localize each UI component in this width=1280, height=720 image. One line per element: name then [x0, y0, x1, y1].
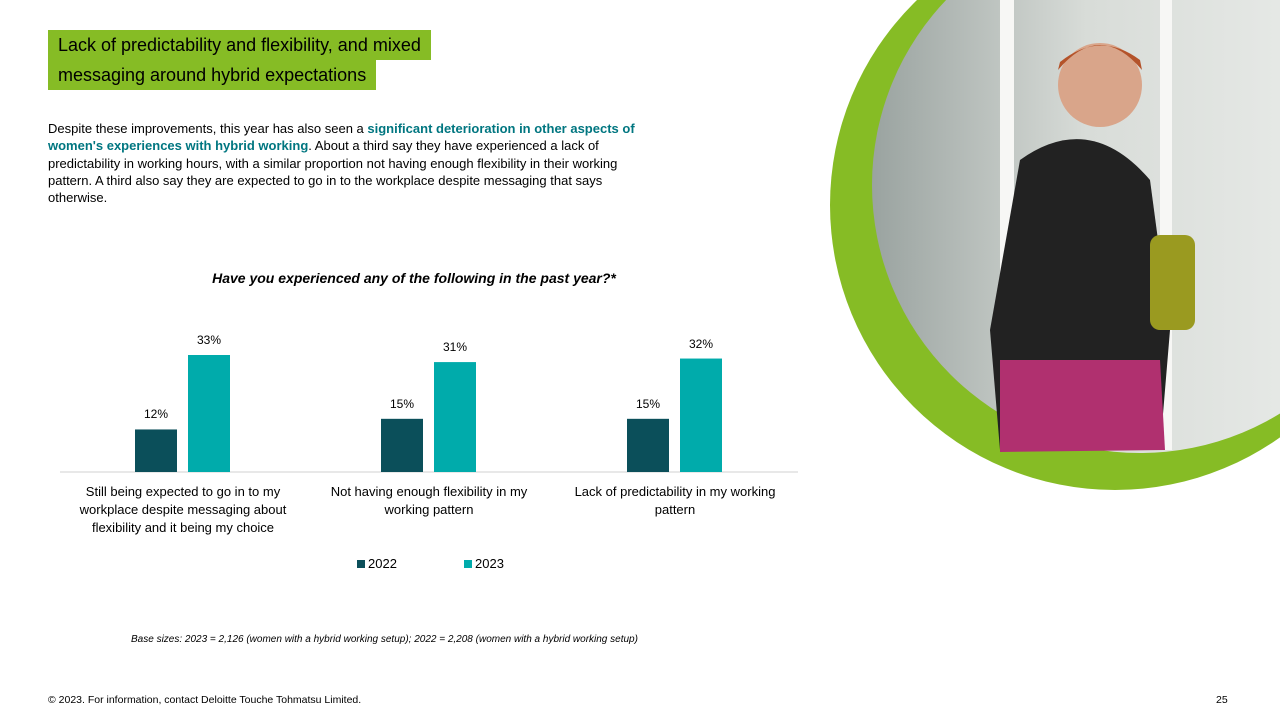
value-label: 15% — [389, 396, 415, 411]
value-label: 32% — [688, 336, 714, 351]
base-note: Base sizes: 2023 = 2,126 (women with a h… — [131, 634, 638, 645]
value-label: 12% — [143, 407, 169, 422]
title-block: Lack of predictability and flexibility, … — [48, 30, 431, 90]
x-tick-label: Lack of predictability in my working pat… — [574, 484, 776, 517]
body-text: Despite these improvements, this year ha… — [48, 120, 663, 206]
bar — [627, 418, 669, 472]
value-label: 33% — [196, 333, 222, 347]
legend-label: 2023 — [475, 556, 504, 571]
page-number: 25 — [1216, 694, 1228, 706]
body-part: Despite these improvements, this year ha… — [48, 121, 368, 136]
bar — [680, 358, 722, 472]
legend-item: 2023 — [464, 556, 504, 571]
value-label: 15% — [635, 396, 661, 411]
bar — [135, 429, 177, 472]
photo-figure — [1058, 45, 1142, 70]
chart-title: Have you experienced any of the followin… — [212, 270, 616, 286]
legend-swatch — [464, 560, 472, 568]
photo-bottle — [1150, 235, 1195, 330]
x-tick-label: Not having enough flexibility in my work… — [330, 484, 528, 517]
bar — [434, 362, 476, 472]
photo-figure — [1000, 360, 1165, 452]
body-highlight: significant deterioration in other aspec… — [48, 121, 635, 154]
legend-item: 2022 — [357, 556, 397, 571]
legend-label: 2022 — [368, 556, 397, 571]
title-line: Lack of predictability and flexibility, … — [48, 30, 431, 60]
x-tick-label: Still being expected to go in to my work… — [79, 484, 287, 535]
body-part: . About a third say they have experience… — [48, 138, 618, 206]
title-line: messaging around hybrid expectations — [48, 60, 377, 90]
value-label: 31% — [442, 340, 468, 355]
bar — [188, 355, 230, 472]
photo-figure — [1058, 43, 1142, 127]
footer: © 2023. For information, contact Deloitt… — [48, 694, 362, 706]
bar — [381, 418, 423, 472]
legend-swatch — [357, 560, 365, 568]
